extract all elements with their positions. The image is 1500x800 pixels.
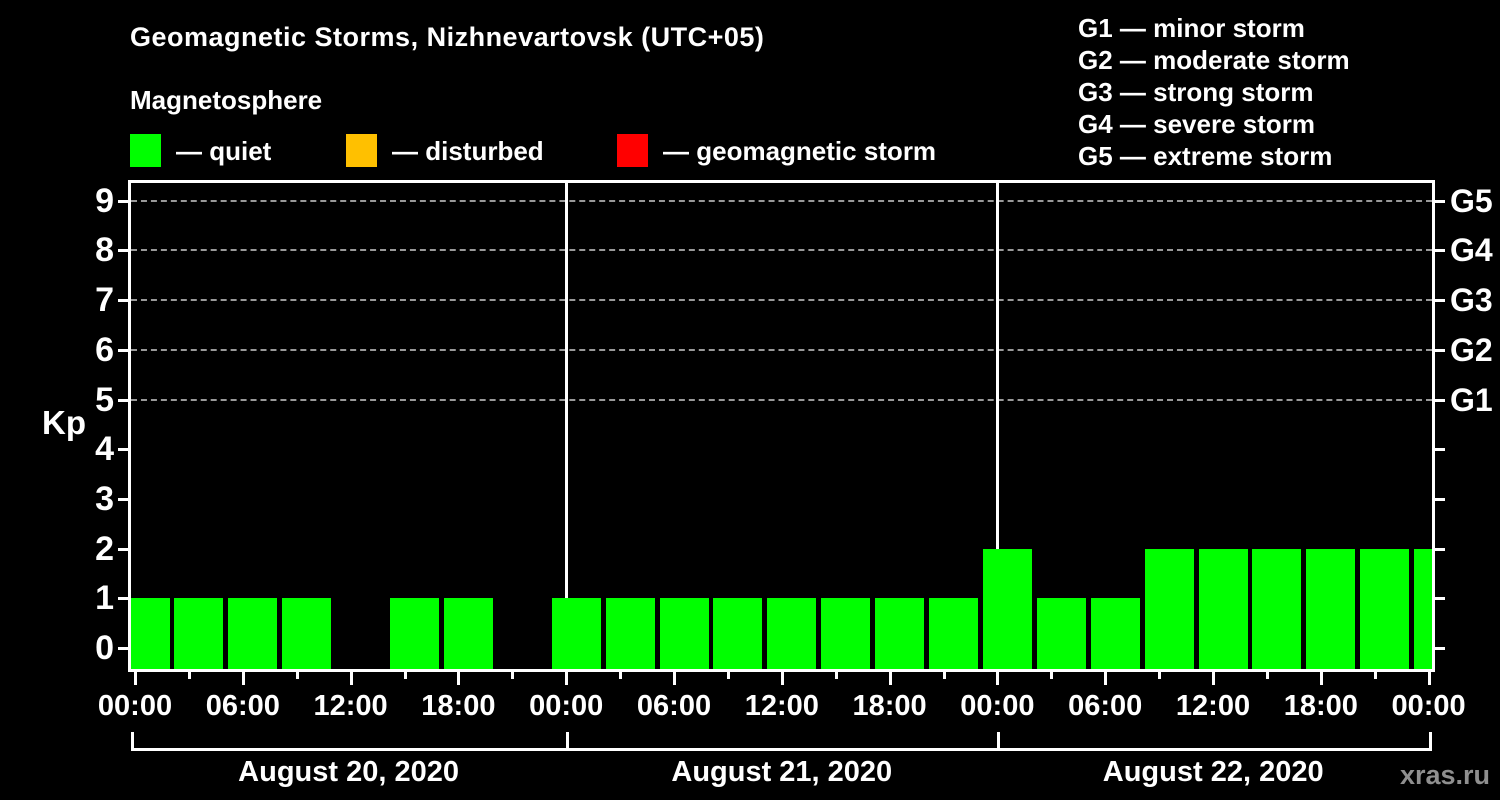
day-divider <box>996 183 1000 669</box>
kp-bar <box>390 598 439 669</box>
y-axis-label: 1 <box>95 579 114 618</box>
kp-bar <box>1090 598 1140 669</box>
kp-bar <box>605 598 655 669</box>
x-axis-label: 12:00 <box>1175 690 1251 722</box>
quiet-color-swatch <box>130 134 161 167</box>
x-axis-label: 18:00 <box>1283 690 1358 722</box>
kp-bar <box>1306 549 1356 669</box>
g-scale-label: G4 <box>1450 232 1493 269</box>
date-label: August 21, 2020 <box>671 756 893 788</box>
x-axis-label: 00:00 <box>97 690 173 722</box>
kp-bar <box>659 598 709 669</box>
y-axis-label: 3 <box>95 479 114 518</box>
legend-label-quiet: — quiet <box>176 136 272 166</box>
kp-bar <box>1036 598 1086 669</box>
x-axis-label: 06:00 <box>636 690 712 722</box>
y-axis-label: 6 <box>95 330 114 369</box>
storm-scale-line-g4: G4 — severe storm <box>1078 109 1316 139</box>
g-scale-label: G3 <box>1450 282 1493 319</box>
kp-bar <box>1360 549 1410 669</box>
gridline-kp6 <box>131 348 1432 351</box>
chart-title: Geomagnetic Storms, Nizhnevartovsk (UTC+… <box>130 22 765 52</box>
x-axis-label: 18:00 <box>852 690 927 722</box>
kp-bar <box>767 598 817 669</box>
watermark: xras.ru <box>1399 760 1490 790</box>
g-scale-label: G1 <box>1450 381 1493 418</box>
x-axis-label: 06:00 <box>205 690 280 722</box>
date-bracket-tick <box>131 732 134 748</box>
kp-bar <box>174 598 224 669</box>
kp-bar <box>929 598 978 669</box>
x-axis-label: 00:00 <box>1391 690 1466 722</box>
kp-bar <box>443 598 493 669</box>
storm-scale-line-g1: G1 — minor storm <box>1078 13 1305 43</box>
kp-bar <box>551 598 601 669</box>
gridline-kp7 <box>131 299 1432 302</box>
storm-scale-line-g2: G2 — moderate storm <box>1078 45 1350 75</box>
y-axis-label: 8 <box>95 231 114 270</box>
storm-scale-line-g5: G5 — extreme storm <box>1078 141 1333 171</box>
legend-label-disturbed: — disturbed <box>392 136 544 166</box>
legend-label-storm: — geomagnetic storm <box>663 136 937 166</box>
legend-item-quiet: — quiet <box>130 134 300 167</box>
x-axis-label: 06:00 <box>1068 690 1143 722</box>
chart-subtitle: Magnetosphere <box>130 85 323 115</box>
date-label: August 20, 2020 <box>238 756 459 788</box>
day-divider <box>565 183 569 669</box>
kp-bar <box>282 598 332 669</box>
x-axis-label: 00:00 <box>960 690 1035 722</box>
kp-bar <box>131 598 170 669</box>
kp-bar <box>228 598 278 669</box>
y-axis-label: 0 <box>95 629 114 667</box>
y-axis-label: 9 <box>95 181 114 220</box>
kp-bar <box>1144 549 1194 669</box>
legend-item-storm: — geomagnetic storm <box>617 134 957 167</box>
g-scale-label: G2 <box>1450 331 1493 368</box>
gridline-kp5 <box>131 398 1432 401</box>
date-bracket-tick <box>997 732 1001 748</box>
y-axis-label: 7 <box>95 281 114 320</box>
gridline-kp8 <box>131 249 1432 252</box>
kp-bar <box>1198 549 1248 669</box>
x-axis-label: 18:00 <box>421 690 496 722</box>
date-bracket-tick <box>566 732 570 748</box>
kp-bar <box>1414 549 1432 669</box>
y-axis-label: 2 <box>95 529 114 568</box>
kp-axis-title: Kp <box>42 404 86 441</box>
gridline-kp9 <box>131 199 1432 202</box>
legend-item-disturbed: — disturbed <box>346 134 566 167</box>
date-bracket-line <box>131 748 1432 751</box>
storm-scale-legend: G1 — minor storm G2 — moderate storm G3 … <box>1078 12 1350 172</box>
kp-bar <box>875 598 925 669</box>
x-axis-label: 12:00 <box>313 690 388 722</box>
x-axis-label: 12:00 <box>744 690 819 722</box>
x-axis-label: 00:00 <box>529 690 604 722</box>
kp-bar <box>821 598 871 669</box>
storm-color-swatch <box>617 134 648 167</box>
date-bracket-tick <box>1429 732 1432 748</box>
kp-bar <box>713 598 763 669</box>
storm-scale-line-g3: G3 — strong storm <box>1078 77 1314 107</box>
plot-area <box>128 180 1435 672</box>
kp-bar <box>1252 549 1302 669</box>
disturbed-color-swatch <box>346 134 377 167</box>
kp-bar <box>982 549 1032 669</box>
g-scale-label: G5 <box>1450 182 1493 219</box>
